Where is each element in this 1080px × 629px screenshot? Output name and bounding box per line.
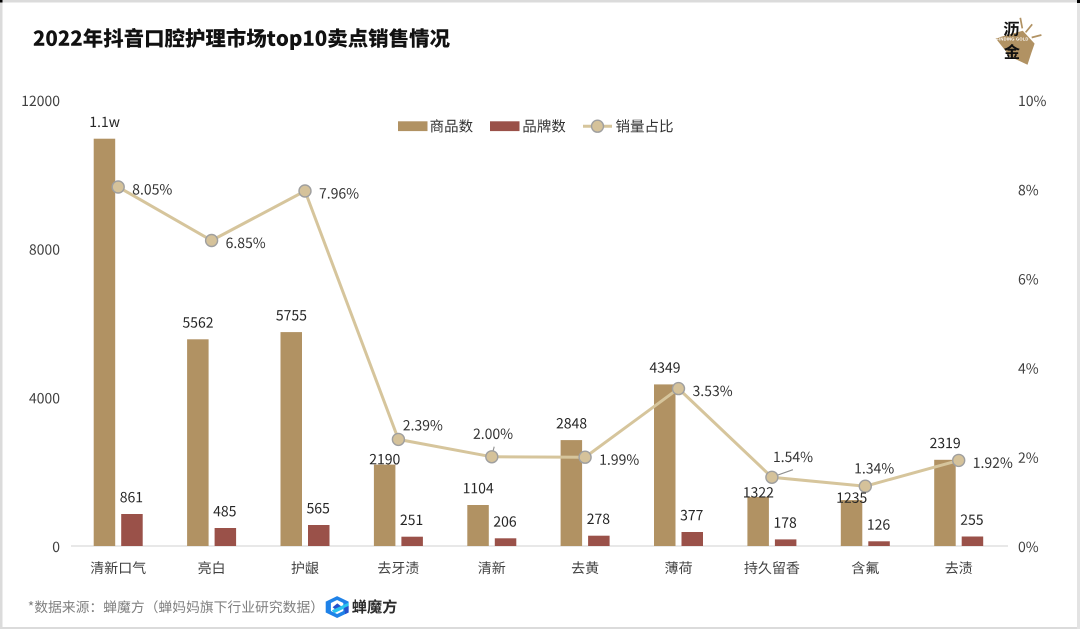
svg-text:FINDING GOLD: FINDING GOLD [996,37,1028,42]
